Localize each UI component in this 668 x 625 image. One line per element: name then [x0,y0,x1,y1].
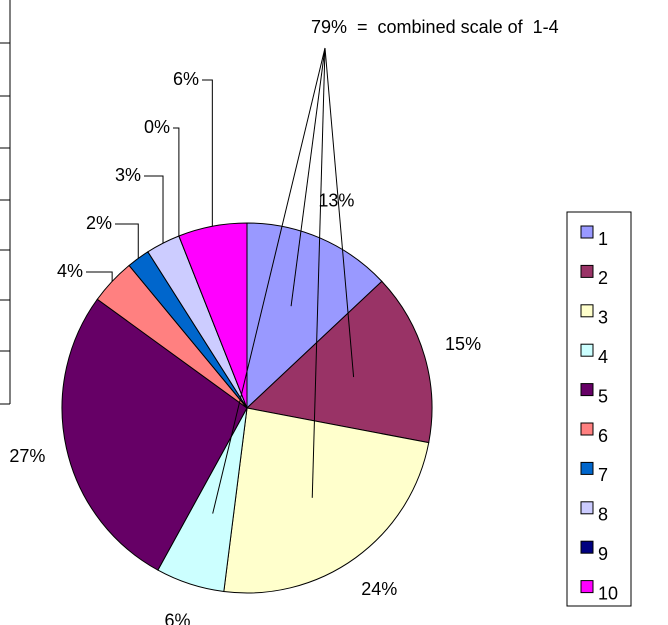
annotation-line [311,47,326,498]
legend-swatch [580,422,594,436]
value-label: 27% [9,446,45,466]
annotation-line [324,47,355,378]
legend-swatch [580,343,594,357]
legend-label: 9 [598,544,608,564]
legend-label: 4 [598,347,608,367]
leader-line [115,223,139,259]
value-label: 6% [164,611,190,625]
value-label: 2% [86,213,112,233]
legend-swatch [580,383,594,397]
legend-label: 6 [598,426,608,446]
legend-label: 1 [598,229,608,249]
legend-swatch [580,304,594,318]
leader-line [144,175,164,244]
value-label: 15% [445,334,481,354]
legend-label: 10 [598,583,618,603]
legend-swatch [580,580,594,594]
legend-swatch [580,540,594,554]
legend-label: 2 [598,268,608,288]
value-label: 3% [115,165,141,185]
value-label: 24% [361,579,397,599]
leader-line [86,271,113,282]
table-edge [0,0,11,405]
legend-swatch [580,225,594,239]
legend-swatch [580,264,594,278]
value-label: 6% [173,69,199,89]
leader-line [202,79,213,227]
legend-label: 5 [598,386,608,406]
annotation: 79% = combined scale of 1-4 [311,17,559,37]
annotation-line [290,47,326,307]
legend-swatch [580,461,594,475]
value-label: 0% [144,117,170,137]
pie-slice [223,407,430,594]
legend-label: 8 [598,505,608,525]
pie-slice [245,280,433,444]
legend-label: 3 [598,308,608,328]
annotation-line [212,47,326,514]
legend-swatch [580,501,594,515]
pie-slice [61,298,248,571]
pie-slice [246,222,383,410]
value-label: 13% [318,190,354,210]
value-label: 4% [57,261,83,281]
legend-label: 7 [598,465,608,485]
leader-line [173,127,180,236]
legend-box [566,211,632,607]
